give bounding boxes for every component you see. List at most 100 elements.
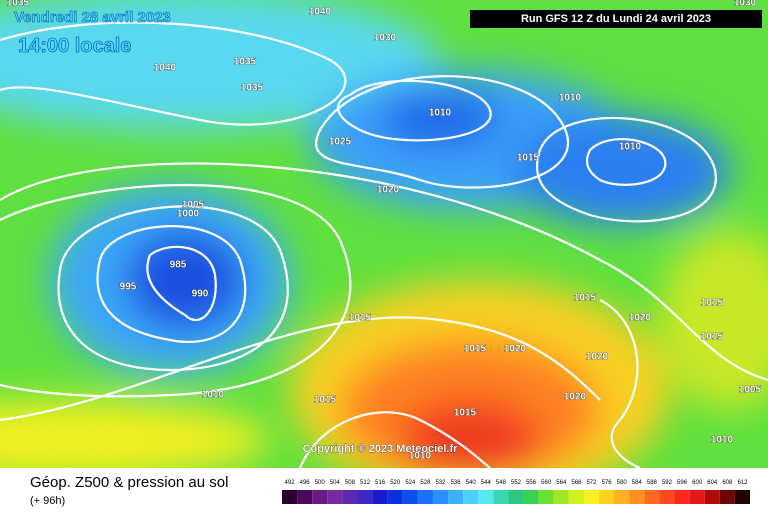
isobar-label: 1010 [409,451,432,462]
scale-label: 568 [571,480,582,486]
isobar-label: 1010 [202,390,225,401]
scale-swatch [417,490,433,504]
scale-swatch [583,490,600,504]
scale-label: 540 [466,480,477,486]
date: Vendredi 28 avril 2023 [14,9,171,26]
isobar-label: 1005 [182,200,205,211]
isobar-label: 1035 [234,57,257,68]
isobar-label: 1020 [586,352,609,363]
isobar-label: 1015 [574,293,597,304]
scale-label: 580 [617,480,628,486]
isobar-label: 1020 [504,344,527,355]
scale-swatch [719,490,735,504]
scale-label: 576 [602,480,613,486]
isobar-label: 990 [192,289,209,300]
scale-swatch [523,490,539,504]
scale-swatch [644,490,660,504]
scale-label: 524 [405,480,416,486]
scale-swatch [674,490,690,504]
scale-label: 604 [707,480,718,486]
run-info: Run GFS 12 Z du Lundi 24 avril 2023 [521,13,711,25]
isobar-label: 995 [120,282,137,293]
scale-swatch [614,490,630,504]
scale-label: 560 [541,480,552,486]
scale-swatch [312,490,328,504]
isobar-label: 1000 [177,209,200,220]
isobar-label: 1010 [619,142,642,153]
isobar-label: 1010 [559,93,582,104]
time: 14:00 locale [18,35,131,57]
scale-swatch [493,490,509,504]
scale-label: 512 [360,480,371,486]
scale-swatch [599,490,615,504]
isobar-label: 1015 [314,395,337,406]
isobar-label: 985 [170,260,187,271]
scale-swatch [689,490,705,504]
scale-swatch [448,490,464,504]
isobar-label: 1015 [349,313,372,324]
scale-label: 544 [481,480,492,486]
scale-label: 504 [330,480,341,486]
isobar-label: 1030 [734,0,757,9]
legend-subtitle: (+ 96h) [30,495,65,507]
scale-swatch [659,490,675,504]
isobar-label: 1020 [629,313,652,324]
scale-swatch [629,490,645,504]
isobar-label: 1020 [377,185,400,196]
scale-swatch [327,490,343,504]
scale-swatch [553,490,569,504]
isobar-label: 1020 [564,392,587,403]
scale-label: 584 [632,480,643,486]
scale-label: 592 [662,480,673,486]
scale-label: 536 [451,480,462,486]
isobar-label: 1015 [464,344,487,355]
scale-swatch [508,490,524,504]
scale-label: 572 [586,480,597,486]
scale-label: 496 [300,480,311,486]
scale-label: 556 [526,480,537,486]
scale-swatch [568,490,584,504]
isobars [0,21,768,470]
scale-swatch [372,490,388,504]
scale-swatch [463,490,479,504]
scale-swatch [402,490,418,504]
scale-label: 588 [647,480,658,486]
isobar-label: 1015 [701,332,724,343]
scale-label: 608 [722,480,733,486]
isobar-label: 1005 [739,385,762,396]
scale-label: 532 [436,480,447,486]
copyright: Copyright © 2023 Meteociel.fr [303,443,459,455]
scale-label: 520 [390,480,401,486]
scale-swatch [357,490,373,504]
scale-label: 528 [420,480,431,486]
scale-label: 596 [677,480,688,486]
isobar-label: 1040 [154,63,177,74]
legend-title: Géop. Z500 & pression au sol [30,474,228,491]
scale-label: 548 [496,480,507,486]
scale-swatch [387,490,403,504]
isobar-label: 1010 [711,435,734,446]
isobar-label: 1035 [241,83,264,94]
scale-swatch [734,490,750,504]
scale-swatch [432,490,449,504]
scale-label: 600 [692,480,703,486]
scale-swatch [478,490,494,504]
scale-swatch [704,490,720,504]
scale-swatch [538,490,554,504]
run-box [470,10,762,28]
isobar-label: 1015 [454,408,477,419]
scale-label: 612 [737,480,748,486]
isobar-label: 1010 [429,108,452,119]
isobar-label: 1015 [517,153,540,164]
isobar-label: 1030 [374,33,397,44]
scale-label: 492 [285,480,296,486]
scale-label: 552 [511,480,522,486]
isobar-label: 1015 [701,298,724,309]
scale-swatch [282,490,298,504]
scale-label: 564 [556,480,567,486]
scale-swatch [297,490,313,504]
scale-label: 516 [375,480,386,486]
scale-swatch [342,490,358,504]
scale-label: 500 [315,480,326,486]
